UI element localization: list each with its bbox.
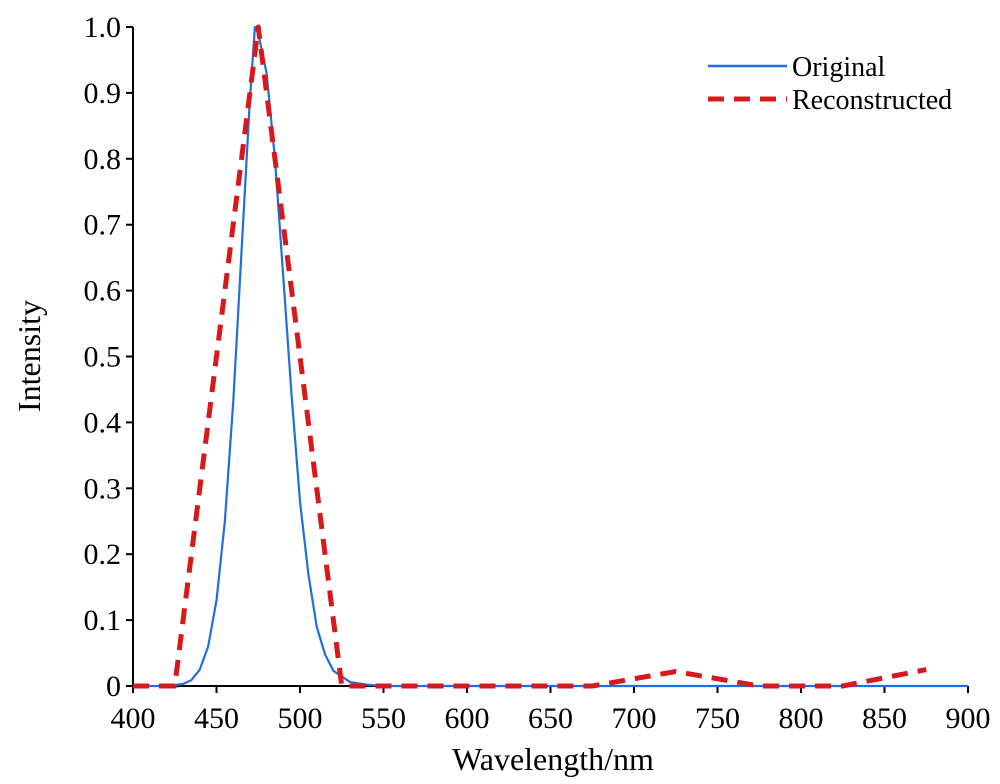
y-ticks: 0 0.1 0.2 0.3 0.4 0.5 0.6 0.7 0.8 0.9 1.0 [84,11,133,703]
x-tick-label: 550 [361,702,406,735]
y-tick-label: 1.0 [84,11,122,44]
x-axis-title: Wavelength/nm [452,741,654,777]
y-tick-label: 0 [106,670,121,703]
x-tick-label: 800 [779,702,824,735]
x-tick-label: 650 [528,702,573,735]
x-tick-label: 600 [445,702,490,735]
x-tick-label: 400 [111,702,156,735]
x-tick-label: 900 [946,702,991,735]
y-tick-label: 0.6 [84,275,122,308]
x-tick-label: 500 [278,702,323,735]
y-tick-label: 0.3 [84,472,122,505]
y-tick-label: 0.4 [84,406,122,439]
x-tick-label: 450 [194,702,239,735]
y-tick-label: 0.7 [84,209,122,242]
y-axis-title: Intensity [11,300,47,412]
series-layer [133,24,968,689]
y-tick-label: 0.2 [84,538,122,571]
plot-area: 400 450 500 550 600 650 700 750 800 850 900 0 0.1 0.… [84,11,991,735]
y-tick-label: 0.9 [84,77,122,110]
y-tick-label: 0.5 [84,341,122,374]
y-tick-label: 0.8 [84,143,122,176]
series-line-original [133,25,968,688]
x-ticks: 400 450 500 550 600 650 700 750 800 850 900 [111,686,991,735]
legend-label-original: Original [792,52,886,83]
legend-label-reconstructed: Reconstructed [792,85,952,116]
x-tick-label: 700 [612,702,657,735]
series-line-reconstructed [133,24,927,689]
y-tick-label: 0.1 [84,604,122,637]
x-tick-label: 750 [695,702,740,735]
x-tick-label: 850 [862,702,907,735]
legend: Original Reconstructed [708,52,952,116]
